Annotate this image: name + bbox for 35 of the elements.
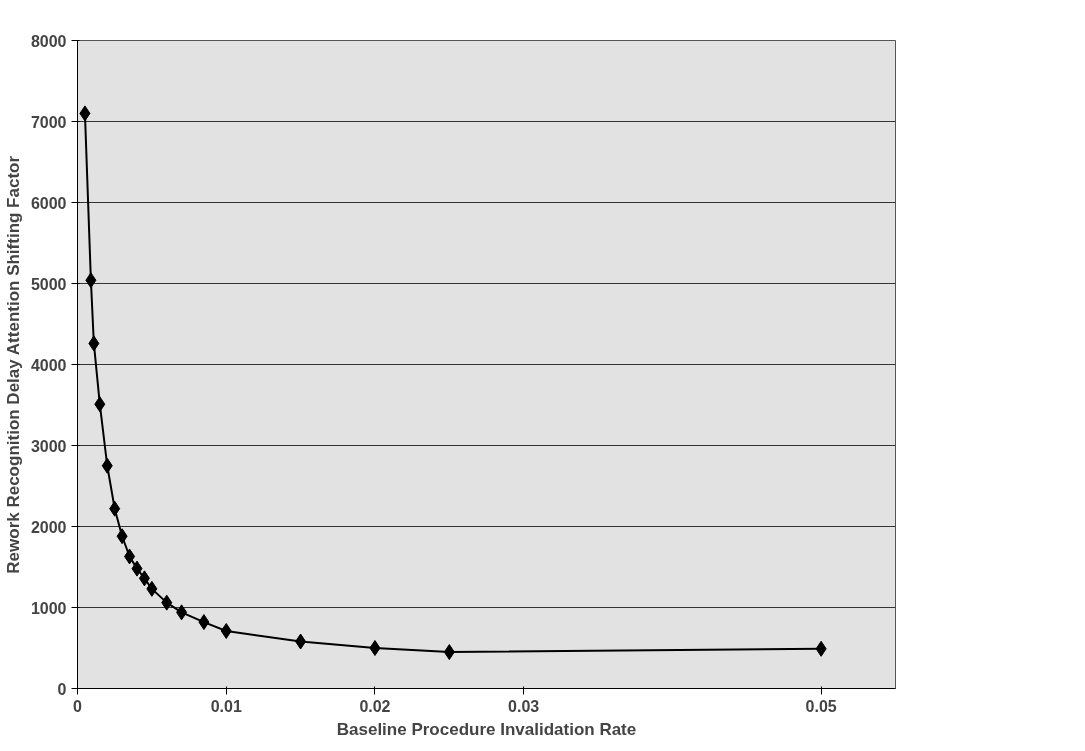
y-tick-label: 5000 [30, 275, 67, 293]
point [295, 633, 307, 650]
point [369, 640, 381, 656]
y-tick-label: 2000 [30, 518, 67, 536]
x-tick-label: 0.02 [359, 697, 391, 715]
point [94, 396, 106, 413]
y-tick-label: 3000 [30, 437, 67, 455]
point [109, 500, 121, 517]
x-tick-label: 0.03 [508, 697, 540, 715]
point [220, 622, 232, 639]
y-tick-label: 0 [57, 680, 67, 698]
point [79, 105, 91, 122]
y-axis-title: Rework Recognition Delay Attention Shifting Factor [3, 155, 23, 574]
x-tick-label: 0.05 [805, 697, 837, 715]
point [146, 580, 158, 597]
x-axis-title: Baseline Procedure Invalidation Rate [336, 719, 637, 739]
point [198, 614, 210, 631]
point [815, 640, 827, 657]
point [176, 604, 188, 621]
point [88, 335, 100, 352]
y-tick-label: 6000 [30, 194, 67, 212]
point [161, 594, 173, 611]
point [124, 548, 136, 565]
x-tick-label: 0 [73, 697, 83, 715]
point [85, 272, 97, 289]
y-tick-label: 7000 [30, 113, 67, 131]
x-tick-label: 0.01 [210, 697, 242, 715]
point [116, 528, 128, 545]
y-tick-label: 1000 [30, 599, 67, 617]
y-tick-label: 4000 [30, 356, 67, 374]
point [443, 644, 455, 661]
point [101, 457, 113, 474]
point [131, 560, 143, 577]
y-tick-label: 8000 [30, 32, 67, 50]
point [138, 570, 150, 587]
